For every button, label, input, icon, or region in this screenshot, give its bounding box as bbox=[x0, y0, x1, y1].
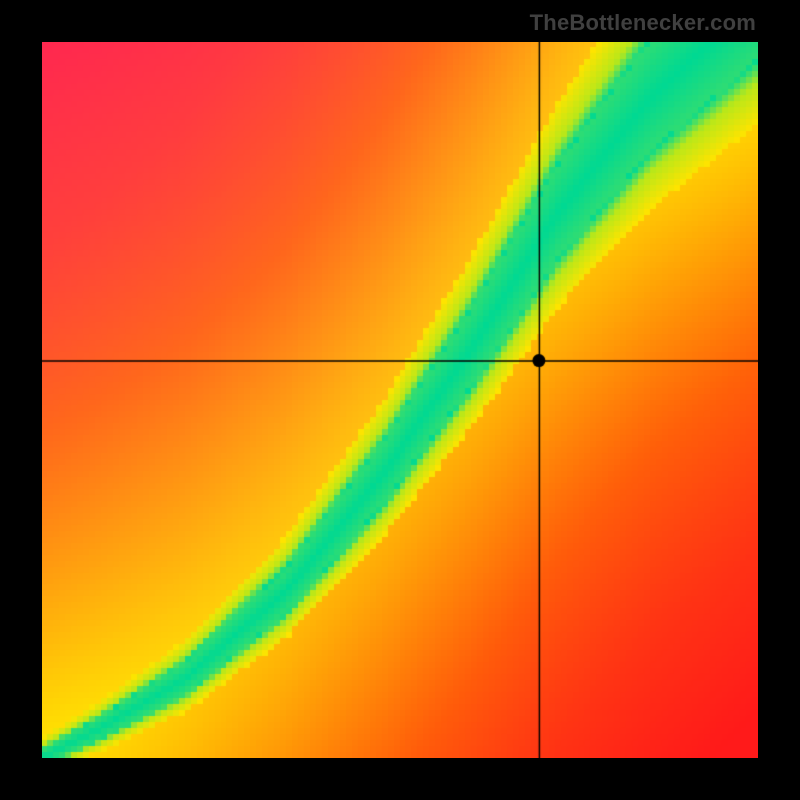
crosshair-overlay bbox=[42, 42, 758, 758]
watermark-text: TheBottlenecker.com bbox=[530, 10, 756, 36]
